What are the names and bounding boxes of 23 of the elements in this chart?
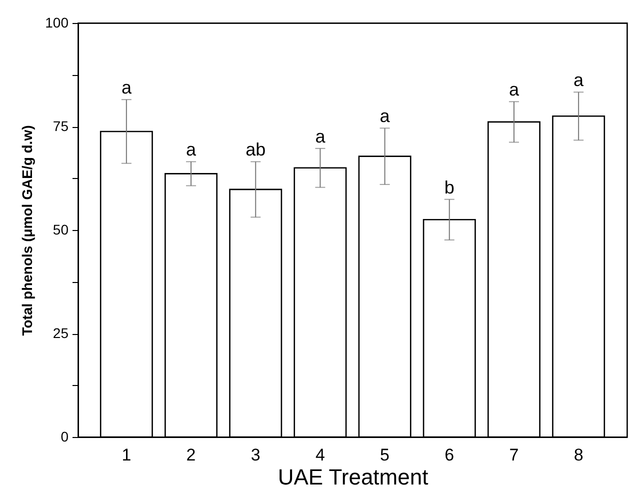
annotation: a: [508, 80, 520, 100]
x-tick-label: 7: [509, 446, 519, 464]
annotation: a: [315, 126, 326, 146]
x-tick-label: 4: [315, 446, 325, 464]
y-tick-label: 50: [52, 222, 69, 238]
x-tick-label: 8: [574, 446, 584, 464]
y-tick-label: 75: [52, 118, 69, 134]
x-axis-title: UAE Treatment: [278, 464, 428, 490]
y-tick-label: 0: [60, 428, 69, 444]
annotation: b: [444, 177, 454, 198]
y-tick-label: 25: [52, 325, 69, 341]
annotation: a: [121, 78, 132, 98]
x-tick-label: 5: [380, 446, 390, 464]
x-tick-label: 1: [122, 446, 132, 464]
annotation: a: [380, 106, 391, 126]
y-tick-label: 100: [45, 14, 69, 30]
annotation: a: [574, 70, 585, 90]
x-tick-label: 3: [250, 446, 260, 464]
x-tick-label: 6: [444, 446, 454, 464]
x-tick-label: 2: [186, 446, 196, 464]
y-axis-title: Total phenols (μmol GAE/g d.w): [19, 125, 36, 336]
annotation: ab: [246, 140, 266, 160]
annotation: a: [186, 140, 198, 160]
